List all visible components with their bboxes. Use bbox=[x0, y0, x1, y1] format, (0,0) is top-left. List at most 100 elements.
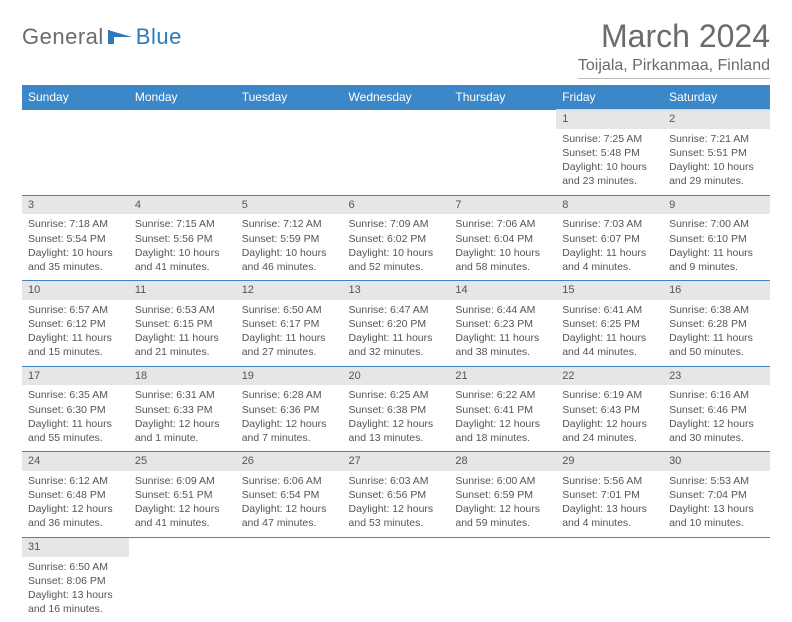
day-detail-cell: Sunrise: 6:50 AMSunset: 8:06 PMDaylight:… bbox=[22, 557, 129, 622]
day-number-cell bbox=[236, 110, 343, 129]
sunset-line: Sunset: 6:28 PM bbox=[669, 317, 764, 331]
day-number-cell: 1 bbox=[556, 110, 663, 129]
daylight-line-2: and 21 minutes. bbox=[135, 345, 230, 359]
day-detail-cell bbox=[236, 129, 343, 195]
daylight-line-1: Daylight: 10 hours bbox=[349, 246, 444, 260]
sunset-line: Sunset: 8:06 PM bbox=[28, 574, 123, 588]
day-detail-cell: Sunrise: 5:56 AMSunset: 7:01 PMDaylight:… bbox=[556, 471, 663, 537]
daylight-line-1: Daylight: 12 hours bbox=[242, 417, 337, 431]
sunset-line: Sunset: 6:51 PM bbox=[135, 488, 230, 502]
sunrise-line: Sunrise: 6:47 AM bbox=[349, 303, 444, 317]
sunrise-line: Sunrise: 6:31 AM bbox=[135, 388, 230, 402]
daylight-line-1: Daylight: 10 hours bbox=[242, 246, 337, 260]
day-number-row: 31 bbox=[22, 537, 770, 556]
sunset-line: Sunset: 5:54 PM bbox=[28, 232, 123, 246]
daylight-line-1: Daylight: 12 hours bbox=[349, 417, 444, 431]
day-detail-cell: Sunrise: 6:09 AMSunset: 6:51 PMDaylight:… bbox=[129, 471, 236, 537]
day-number-row: 10111213141516 bbox=[22, 281, 770, 300]
day-detail-cell: Sunrise: 6:44 AMSunset: 6:23 PMDaylight:… bbox=[449, 300, 556, 366]
sunrise-line: Sunrise: 6:57 AM bbox=[28, 303, 123, 317]
day-detail-cell bbox=[129, 129, 236, 195]
weekday-header: Wednesday bbox=[343, 85, 450, 110]
day-detail-cell bbox=[343, 557, 450, 622]
day-detail-cell: Sunrise: 6:35 AMSunset: 6:30 PMDaylight:… bbox=[22, 385, 129, 451]
daylight-line-1: Daylight: 11 hours bbox=[28, 331, 123, 345]
day-number-cell: 4 bbox=[129, 195, 236, 214]
daylight-line-2: and 59 minutes. bbox=[455, 516, 550, 530]
daylight-line-2: and 10 minutes. bbox=[669, 516, 764, 530]
sunrise-line: Sunrise: 7:09 AM bbox=[349, 217, 444, 231]
daylight-line-1: Daylight: 10 hours bbox=[135, 246, 230, 260]
sunset-line: Sunset: 6:41 PM bbox=[455, 403, 550, 417]
daylight-line-1: Daylight: 12 hours bbox=[135, 502, 230, 516]
daylight-line-1: Daylight: 13 hours bbox=[28, 588, 123, 602]
daylight-line-2: and 24 minutes. bbox=[562, 431, 657, 445]
day-number-cell: 11 bbox=[129, 281, 236, 300]
daylight-line-2: and 58 minutes. bbox=[455, 260, 550, 274]
sunset-line: Sunset: 6:43 PM bbox=[562, 403, 657, 417]
day-detail-cell: Sunrise: 6:12 AMSunset: 6:48 PMDaylight:… bbox=[22, 471, 129, 537]
day-number-cell: 6 bbox=[343, 195, 450, 214]
sunset-line: Sunset: 6:04 PM bbox=[455, 232, 550, 246]
daylight-line-1: Daylight: 10 hours bbox=[562, 160, 657, 174]
day-detail-cell: Sunrise: 6:03 AMSunset: 6:56 PMDaylight:… bbox=[343, 471, 450, 537]
sunrise-line: Sunrise: 6:00 AM bbox=[455, 474, 550, 488]
daylight-line-2: and 23 minutes. bbox=[562, 174, 657, 188]
daylight-line-1: Daylight: 11 hours bbox=[349, 331, 444, 345]
sunrise-line: Sunrise: 5:56 AM bbox=[562, 474, 657, 488]
day-detail-cell bbox=[449, 557, 556, 622]
daylight-line-2: and 50 minutes. bbox=[669, 345, 764, 359]
daylight-line-2: and 1 minute. bbox=[135, 431, 230, 445]
sunrise-line: Sunrise: 6:50 AM bbox=[242, 303, 337, 317]
sunset-line: Sunset: 6:02 PM bbox=[349, 232, 444, 246]
daylight-line-1: Daylight: 12 hours bbox=[455, 417, 550, 431]
day-detail-cell: Sunrise: 5:53 AMSunset: 7:04 PMDaylight:… bbox=[663, 471, 770, 537]
day-detail-cell: Sunrise: 7:06 AMSunset: 6:04 PMDaylight:… bbox=[449, 214, 556, 280]
sunrise-line: Sunrise: 7:18 AM bbox=[28, 217, 123, 231]
day-number-cell: 15 bbox=[556, 281, 663, 300]
sunset-line: Sunset: 6:10 PM bbox=[669, 232, 764, 246]
day-detail-cell: Sunrise: 6:19 AMSunset: 6:43 PMDaylight:… bbox=[556, 385, 663, 451]
day-detail-cell: Sunrise: 7:18 AMSunset: 5:54 PMDaylight:… bbox=[22, 214, 129, 280]
sunrise-line: Sunrise: 6:09 AM bbox=[135, 474, 230, 488]
daylight-line-2: and 29 minutes. bbox=[669, 174, 764, 188]
daylight-line-1: Daylight: 11 hours bbox=[28, 417, 123, 431]
day-detail-cell: Sunrise: 6:47 AMSunset: 6:20 PMDaylight:… bbox=[343, 300, 450, 366]
day-number-cell: 21 bbox=[449, 366, 556, 385]
daylight-line-1: Daylight: 12 hours bbox=[242, 502, 337, 516]
day-number-cell: 28 bbox=[449, 452, 556, 471]
daylight-line-2: and 30 minutes. bbox=[669, 431, 764, 445]
day-number-cell: 14 bbox=[449, 281, 556, 300]
daylight-line-2: and 38 minutes. bbox=[455, 345, 550, 359]
sunset-line: Sunset: 6:54 PM bbox=[242, 488, 337, 502]
daylight-line-1: Daylight: 11 hours bbox=[242, 331, 337, 345]
day-number-cell: 29 bbox=[556, 452, 663, 471]
weekday-header: Friday bbox=[556, 85, 663, 110]
day-detail-row: Sunrise: 6:35 AMSunset: 6:30 PMDaylight:… bbox=[22, 385, 770, 451]
day-detail-row: Sunrise: 7:25 AMSunset: 5:48 PMDaylight:… bbox=[22, 129, 770, 195]
day-detail-cell: Sunrise: 7:12 AMSunset: 5:59 PMDaylight:… bbox=[236, 214, 343, 280]
weekday-header: Tuesday bbox=[236, 85, 343, 110]
day-number-cell bbox=[449, 537, 556, 556]
day-number-cell: 2 bbox=[663, 110, 770, 129]
day-number-cell: 30 bbox=[663, 452, 770, 471]
sunset-line: Sunset: 5:59 PM bbox=[242, 232, 337, 246]
day-detail-cell bbox=[556, 557, 663, 622]
sunset-line: Sunset: 6:12 PM bbox=[28, 317, 123, 331]
daylight-line-2: and 53 minutes. bbox=[349, 516, 444, 530]
daylight-line-1: Daylight: 11 hours bbox=[562, 246, 657, 260]
sunrise-line: Sunrise: 7:25 AM bbox=[562, 132, 657, 146]
day-detail-row: Sunrise: 6:12 AMSunset: 6:48 PMDaylight:… bbox=[22, 471, 770, 537]
day-number-cell: 8 bbox=[556, 195, 663, 214]
sunrise-line: Sunrise: 7:12 AM bbox=[242, 217, 337, 231]
day-number-cell: 13 bbox=[343, 281, 450, 300]
sunset-line: Sunset: 6:07 PM bbox=[562, 232, 657, 246]
sunrise-line: Sunrise: 6:28 AM bbox=[242, 388, 337, 402]
sunset-line: Sunset: 6:23 PM bbox=[455, 317, 550, 331]
day-detail-cell bbox=[129, 557, 236, 622]
day-number-cell: 9 bbox=[663, 195, 770, 214]
daylight-line-1: Daylight: 13 hours bbox=[562, 502, 657, 516]
daylight-line-1: Daylight: 11 hours bbox=[562, 331, 657, 345]
daylight-line-1: Daylight: 10 hours bbox=[28, 246, 123, 260]
sunset-line: Sunset: 6:33 PM bbox=[135, 403, 230, 417]
